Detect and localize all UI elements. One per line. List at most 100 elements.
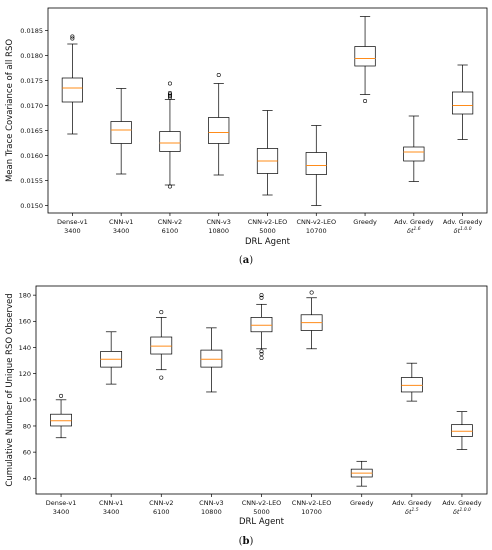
box-7 [350, 460, 373, 487]
y-axis-label: Cumulative Number of Unique RSO Observed [5, 293, 15, 486]
x-tick-label: Adv. Greedy [442, 499, 482, 507]
panel-label-a: (a) [239, 255, 253, 266]
x-tick-sublabel: 3400 [64, 227, 81, 235]
x-tick-sublabel: 10800 [208, 227, 229, 235]
iqr-box [110, 121, 132, 144]
panel-label-b: (b) [239, 536, 254, 547]
outlier-point [259, 355, 264, 360]
outlier-point [167, 91, 172, 96]
outlier-point [167, 81, 172, 86]
x-tick-sublabel: 6100 [153, 508, 170, 516]
x-tick-sublabel: 6100 [162, 227, 179, 235]
chart-b: 406080100120140160180Dense-v13400CNN-v13… [5, 285, 488, 527]
box-2 [110, 88, 132, 175]
x-tick-label: CNN-v2-LEO [292, 499, 332, 507]
box-8 [403, 115, 425, 182]
iqr-box [159, 131, 181, 152]
iqr-box [403, 146, 425, 162]
x-tick-sublabel: 5000 [259, 227, 276, 235]
outlier-point [167, 184, 172, 189]
outlier-point [259, 352, 264, 357]
outlier-point [216, 73, 221, 78]
box-1 [61, 34, 83, 135]
x-tick-label: Adv. Greedy [392, 499, 432, 507]
box-2 [100, 331, 123, 385]
box-5 [250, 293, 273, 360]
y-tick-label: 60 [23, 448, 31, 456]
x-tick-sublabel: δt1.6 [407, 226, 421, 235]
x-axis-label: DRL Agent [239, 517, 285, 527]
y-tick-label: 0.0160 [20, 152, 43, 160]
box-7 [354, 16, 376, 104]
outlier-point [363, 99, 368, 104]
outlier-point [167, 92, 172, 97]
box-5 [256, 110, 279, 196]
x-tick-sublabel: 3400 [113, 227, 130, 235]
x-tick-sublabel: δt1.5 [405, 507, 419, 516]
x-tick-sublabel: δt1.0.0 [453, 507, 471, 516]
x-tick-sublabel: δt1.0.0 [454, 226, 472, 235]
iqr-box [452, 91, 474, 115]
y-tick-label: 0.0185 [20, 27, 43, 35]
box-6 [305, 125, 327, 206]
x-tick-label: Dense-v1 [46, 499, 77, 507]
y-tick-label: 140 [19, 344, 31, 352]
iqr-box [61, 77, 83, 103]
box-4 [208, 73, 230, 176]
x-tick-label: CNN-v2-LEO [248, 218, 288, 226]
box-8 [400, 362, 423, 402]
y-tick-label: 0.0165 [20, 127, 43, 135]
iqr-box [200, 349, 223, 368]
iqr-box [400, 377, 423, 393]
x-tick-label: Adv. Greedy [443, 218, 483, 226]
x-tick-label: CNN-v3 [207, 218, 231, 226]
x-tick-label: CNN-v2-LEO [242, 499, 282, 507]
outlier-point [70, 36, 75, 41]
x-tick-label: Greedy [353, 218, 377, 226]
x-tick-label: CNN-v1 [109, 218, 133, 226]
iqr-box [305, 152, 327, 175]
x-tick-sublabel: 10800 [201, 508, 222, 516]
iqr-box [451, 424, 473, 437]
x-tick-sublabel: 5000 [253, 508, 270, 516]
chart-a: 0.0150 0.0155 0.0160 0.0165 0.0170 0.0175 0.01… [5, 7, 488, 247]
x-tick-label: CNN-v2 [149, 499, 173, 507]
x-tick-sublabel: 3400 [53, 508, 70, 516]
outlier-point [167, 95, 172, 100]
iqr-box [250, 317, 273, 333]
y-tick-label: 0.0155 [20, 177, 43, 185]
iqr-box [150, 336, 173, 355]
box-6 [300, 290, 323, 350]
iqr-box [50, 413, 72, 427]
iqr-box [354, 46, 376, 67]
y-tick-label: 0.0175 [20, 77, 43, 85]
y-tick-label: 0.0170 [20, 102, 43, 110]
y-tick-label: 80 [23, 422, 31, 430]
y-tick-label: 160 [19, 318, 31, 326]
x-tick-label: Greedy [350, 499, 374, 507]
x-tick-label: CNN-v3 [199, 499, 223, 507]
outlier-point [159, 310, 164, 315]
y-tick-label: 100 [19, 396, 31, 404]
x-tick-sublabel: 3400 [103, 508, 120, 516]
x-tick-label: Adv. Greedy [394, 218, 434, 226]
x-tick-label: CNN-v2-LEO [296, 218, 336, 226]
x-tick-label: CNN-v2 [158, 218, 182, 226]
x-tick-label: Dense-v1 [57, 218, 88, 226]
y-tick-label: 120 [19, 370, 31, 378]
box-9 [451, 411, 473, 450]
y-tick-label: 0.0180 [20, 52, 43, 60]
iqr-box [208, 117, 230, 144]
box-3 [150, 310, 173, 380]
x-axis-label: DRL Agent [245, 237, 291, 247]
x-tick-sublabel: 10700 [306, 227, 327, 235]
outlier-point [59, 393, 64, 398]
box-1 [50, 393, 72, 439]
y-axis-label: Mean Trace Covariance of all RSO [5, 39, 15, 182]
outlier-point [259, 349, 264, 354]
outlier-point [309, 290, 314, 295]
box-4 [200, 327, 223, 393]
x-tick-sublabel: 10700 [301, 508, 322, 516]
outlier-point [159, 375, 164, 380]
